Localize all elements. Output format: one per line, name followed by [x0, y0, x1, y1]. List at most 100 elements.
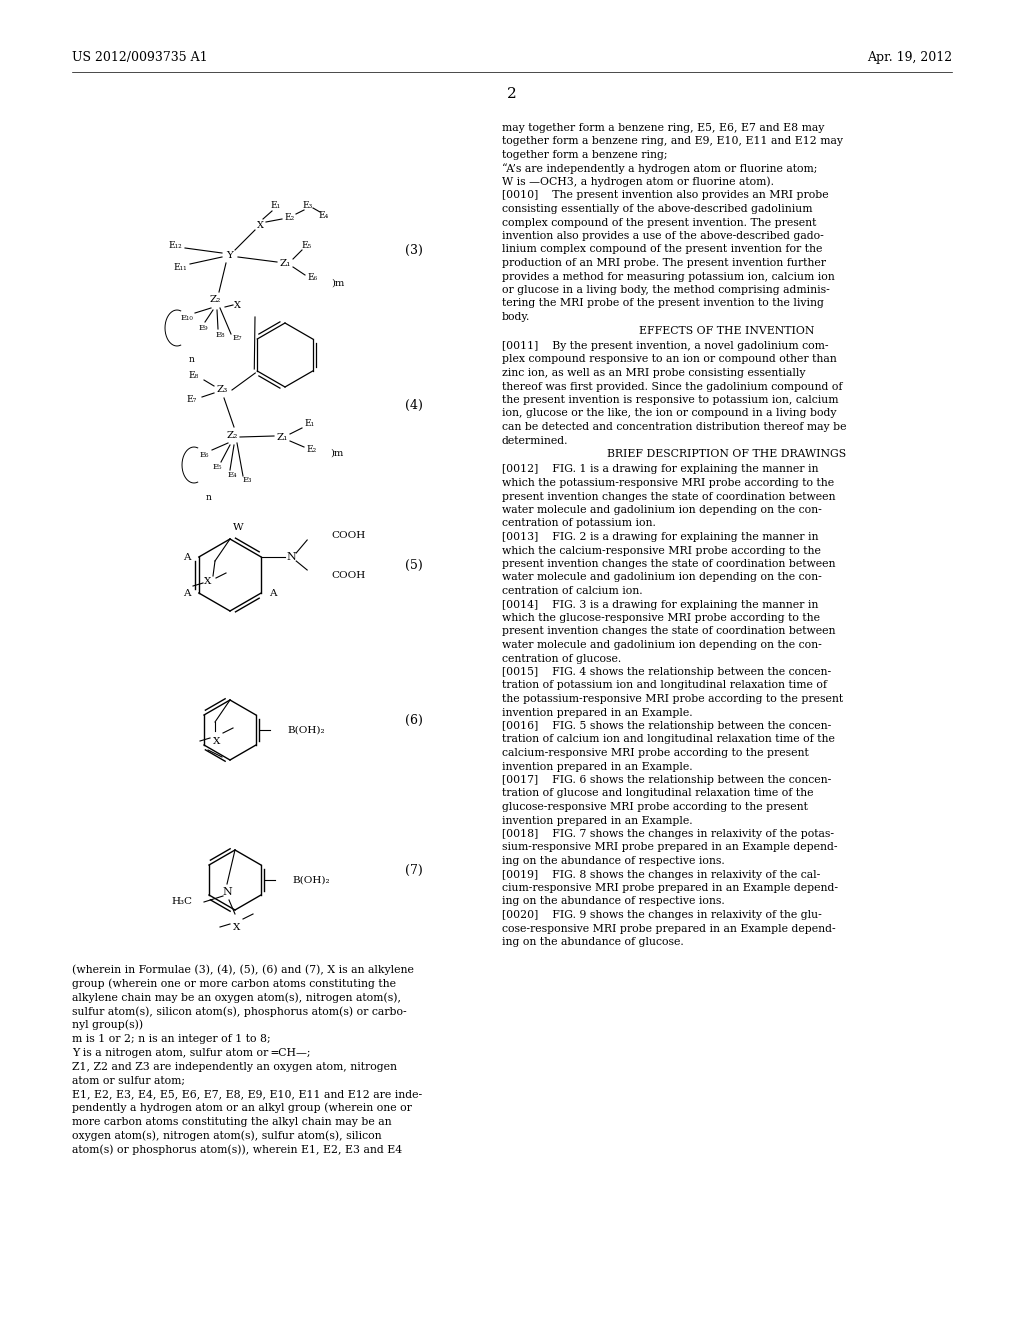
Text: N: N: [222, 887, 231, 898]
Text: (wherein in Formulae (3), (4), (5), (6) and (7), X is an alkylene: (wherein in Formulae (3), (4), (5), (6) …: [72, 965, 414, 975]
Text: E₇: E₇: [232, 334, 242, 342]
Text: [0019]    FIG. 8 shows the changes in relaxivity of the cal-: [0019] FIG. 8 shows the changes in relax…: [502, 870, 820, 879]
Text: E₈: E₈: [188, 371, 199, 380]
Text: together form a benzene ring;: together form a benzene ring;: [502, 150, 668, 160]
Text: cose-responsive MRI probe prepared in an Example depend-: cose-responsive MRI probe prepared in an…: [502, 924, 836, 933]
Text: can be detected and concentration distribution thereof may be: can be detected and concentration distri…: [502, 422, 847, 432]
Text: which the calcium-responsive MRI probe according to the: which the calcium-responsive MRI probe a…: [502, 545, 821, 556]
Text: determined.: determined.: [502, 436, 568, 446]
Text: E₅: E₅: [302, 240, 312, 249]
Text: production of an MRI probe. The present invention further: production of an MRI probe. The present …: [502, 257, 826, 268]
Text: A: A: [183, 589, 190, 598]
Text: [0011]    By the present invention, a novel gadolinium com-: [0011] By the present invention, a novel…: [502, 341, 828, 351]
Text: “A’s are independently a hydrogen atom or fluorine atom;: “A’s are independently a hydrogen atom o…: [502, 164, 817, 174]
Text: (4): (4): [406, 399, 423, 412]
Text: E₇: E₇: [186, 396, 198, 404]
Text: pendently a hydrogen atom or an alkyl group (wherein one or: pendently a hydrogen atom or an alkyl gr…: [72, 1102, 412, 1113]
Text: COOH: COOH: [331, 570, 366, 579]
Text: )m: )m: [330, 449, 343, 458]
Text: centration of potassium ion.: centration of potassium ion.: [502, 519, 656, 528]
Text: [0012]    FIG. 1 is a drawing for explaining the manner in: [0012] FIG. 1 is a drawing for explainin…: [502, 465, 818, 474]
Text: water molecule and gadolinium ion depending on the con-: water molecule and gadolinium ion depend…: [502, 640, 821, 649]
Text: Y is a nitrogen atom, sulfur atom or ═CH—;: Y is a nitrogen atom, sulfur atom or ═CH…: [72, 1048, 310, 1057]
Text: E₃: E₃: [303, 201, 313, 210]
Text: E₃: E₃: [243, 477, 252, 484]
Text: EFFECTS OF THE INVENTION: EFFECTS OF THE INVENTION: [639, 326, 815, 335]
Text: sium-responsive MRI probe prepared in an Example depend-: sium-responsive MRI probe prepared in an…: [502, 842, 838, 853]
Text: group (wherein one or more carbon atoms constituting the: group (wherein one or more carbon atoms …: [72, 978, 396, 989]
Text: E₆: E₆: [200, 451, 209, 459]
Text: E₂: E₂: [307, 446, 317, 454]
Text: COOH: COOH: [331, 531, 366, 540]
Text: invention prepared in an Example.: invention prepared in an Example.: [502, 762, 692, 771]
Text: (6): (6): [406, 714, 423, 726]
Text: [0015]    FIG. 4 shows the relationship between the concen-: [0015] FIG. 4 shows the relationship bet…: [502, 667, 831, 677]
Text: E1, E2, E3, E4, E5, E6, E7, E8, E9, E10, E11 and E12 are inde-: E1, E2, E3, E4, E5, E6, E7, E8, E9, E10,…: [72, 1089, 422, 1100]
Text: [0014]    FIG. 3 is a drawing for explaining the manner in: [0014] FIG. 3 is a drawing for explainin…: [502, 599, 818, 610]
Text: glucose-responsive MRI probe according to the present: glucose-responsive MRI probe according t…: [502, 803, 808, 812]
Text: ing on the abundance of respective ions.: ing on the abundance of respective ions.: [502, 855, 725, 866]
Text: H₃C: H₃C: [171, 898, 193, 907]
Text: Z₁: Z₁: [276, 433, 288, 442]
Text: tering the MRI probe of the present invention to the living: tering the MRI probe of the present inve…: [502, 298, 824, 309]
Text: cium-responsive MRI probe prepared in an Example depend-: cium-responsive MRI probe prepared in an…: [502, 883, 838, 894]
Text: Z₃: Z₃: [216, 385, 227, 395]
Text: more carbon atoms constituting the alkyl chain may be an: more carbon atoms constituting the alkyl…: [72, 1117, 391, 1127]
Text: )m: )m: [331, 279, 344, 288]
Text: ing on the abundance of respective ions.: ing on the abundance of respective ions.: [502, 896, 725, 907]
Text: E₁: E₁: [271, 201, 281, 210]
Text: X: X: [213, 737, 221, 746]
Text: ing on the abundance of glucose.: ing on the abundance of glucose.: [502, 937, 684, 946]
Text: E₉: E₉: [199, 323, 208, 333]
Text: E₁₀: E₁₀: [180, 314, 194, 322]
Text: Z₂: Z₂: [226, 430, 238, 440]
Text: together form a benzene ring, and E9, E10, E11 and E12 may: together form a benzene ring, and E9, E1…: [502, 136, 843, 147]
Text: which the potassium-responsive MRI probe according to the: which the potassium-responsive MRI probe…: [502, 478, 835, 488]
Text: invention prepared in an Example.: invention prepared in an Example.: [502, 708, 692, 718]
Text: which the glucose-responsive MRI probe according to the: which the glucose-responsive MRI probe a…: [502, 612, 820, 623]
Text: alkylene chain may be an oxygen atom(s), nitrogen atom(s),: alkylene chain may be an oxygen atom(s),…: [72, 993, 401, 1003]
Text: [0010]    The present invention also provides an MRI probe: [0010] The present invention also provid…: [502, 190, 828, 201]
Text: present invention changes the state of coordination between: present invention changes the state of c…: [502, 491, 836, 502]
Text: X: X: [233, 923, 241, 932]
Text: (7): (7): [406, 863, 423, 876]
Text: E₄: E₄: [227, 471, 237, 479]
Text: body.: body.: [502, 312, 530, 322]
Text: the potassium-responsive MRI probe according to the present: the potassium-responsive MRI probe accor…: [502, 694, 843, 704]
Text: the present invention is responsive to potassium ion, calcium: the present invention is responsive to p…: [502, 395, 839, 405]
Text: 2: 2: [507, 87, 517, 102]
Text: plex compound responsive to an ion or compound other than: plex compound responsive to an ion or co…: [502, 355, 837, 364]
Text: [0018]    FIG. 7 shows the changes in relaxivity of the potas-: [0018] FIG. 7 shows the changes in relax…: [502, 829, 834, 840]
Text: (3): (3): [406, 243, 423, 256]
Text: A: A: [183, 553, 190, 561]
Text: water molecule and gadolinium ion depending on the con-: water molecule and gadolinium ion depend…: [502, 506, 821, 515]
Text: provides a method for measuring potassium ion, calcium ion: provides a method for measuring potassiu…: [502, 272, 835, 281]
Text: complex compound of the present invention. The present: complex compound of the present inventio…: [502, 218, 816, 227]
Text: X: X: [256, 220, 263, 230]
Text: E₈: E₈: [215, 331, 224, 339]
Text: sulfur atom(s), silicon atom(s), phosphorus atom(s) or carbo-: sulfur atom(s), silicon atom(s), phospho…: [72, 1006, 407, 1016]
Text: E₁₂: E₁₂: [168, 240, 182, 249]
Text: [0013]    FIG. 2 is a drawing for explaining the manner in: [0013] FIG. 2 is a drawing for explainin…: [502, 532, 818, 543]
Text: E₆: E₆: [308, 273, 318, 282]
Text: invention also provides a use of the above-described gado-: invention also provides a use of the abo…: [502, 231, 823, 242]
Text: tration of glucose and longitudinal relaxation time of the: tration of glucose and longitudinal rela…: [502, 788, 813, 799]
Text: consisting essentially of the above-described gadolinium: consisting essentially of the above-desc…: [502, 205, 812, 214]
Text: US 2012/0093735 A1: US 2012/0093735 A1: [72, 51, 208, 65]
Text: B(OH)₂: B(OH)₂: [292, 875, 330, 884]
Text: tration of potassium ion and longitudinal relaxation time of: tration of potassium ion and longitudina…: [502, 681, 827, 690]
Text: [0016]    FIG. 5 shows the relationship between the concen-: [0016] FIG. 5 shows the relationship bet…: [502, 721, 831, 731]
Text: A: A: [269, 589, 276, 598]
Text: invention prepared in an Example.: invention prepared in an Example.: [502, 816, 692, 825]
Text: centration of calcium ion.: centration of calcium ion.: [502, 586, 643, 597]
Text: W: W: [232, 523, 244, 532]
Text: m is 1 or 2; n is an integer of 1 to 8;: m is 1 or 2; n is an integer of 1 to 8;: [72, 1034, 270, 1044]
Text: may together form a benzene ring, E5, E6, E7 and E8 may: may together form a benzene ring, E5, E6…: [502, 123, 824, 133]
Text: Z1, Z2 and Z3 are independently an oxygen atom, nitrogen: Z1, Z2 and Z3 are independently an oxyge…: [72, 1061, 397, 1072]
Text: X: X: [205, 577, 212, 586]
Text: Y: Y: [226, 251, 233, 260]
Text: or glucose in a living body, the method comprising adminis-: or glucose in a living body, the method …: [502, 285, 829, 294]
Text: X: X: [233, 301, 241, 309]
Text: atom or sulfur atom;: atom or sulfur atom;: [72, 1076, 185, 1085]
Text: BRIEF DESCRIPTION OF THE DRAWINGS: BRIEF DESCRIPTION OF THE DRAWINGS: [607, 449, 847, 459]
